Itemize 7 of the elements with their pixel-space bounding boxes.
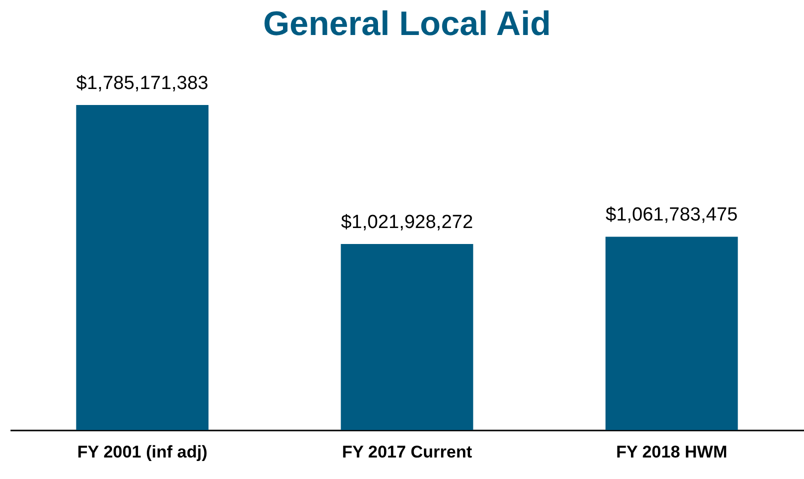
chart-title: General Local Aid (263, 5, 551, 43)
x-tick-label: FY 2001 (inf adj) (77, 442, 208, 462)
data-label: $1,061,783,475 (606, 204, 738, 226)
x-tick-label: FY 2017 Current (342, 442, 472, 462)
x-tick-label: FY 2018 HWM (616, 442, 728, 462)
data-label: $1,021,928,272 (340, 212, 474, 233)
data-label: $1,785,171,383 (76, 73, 208, 94)
